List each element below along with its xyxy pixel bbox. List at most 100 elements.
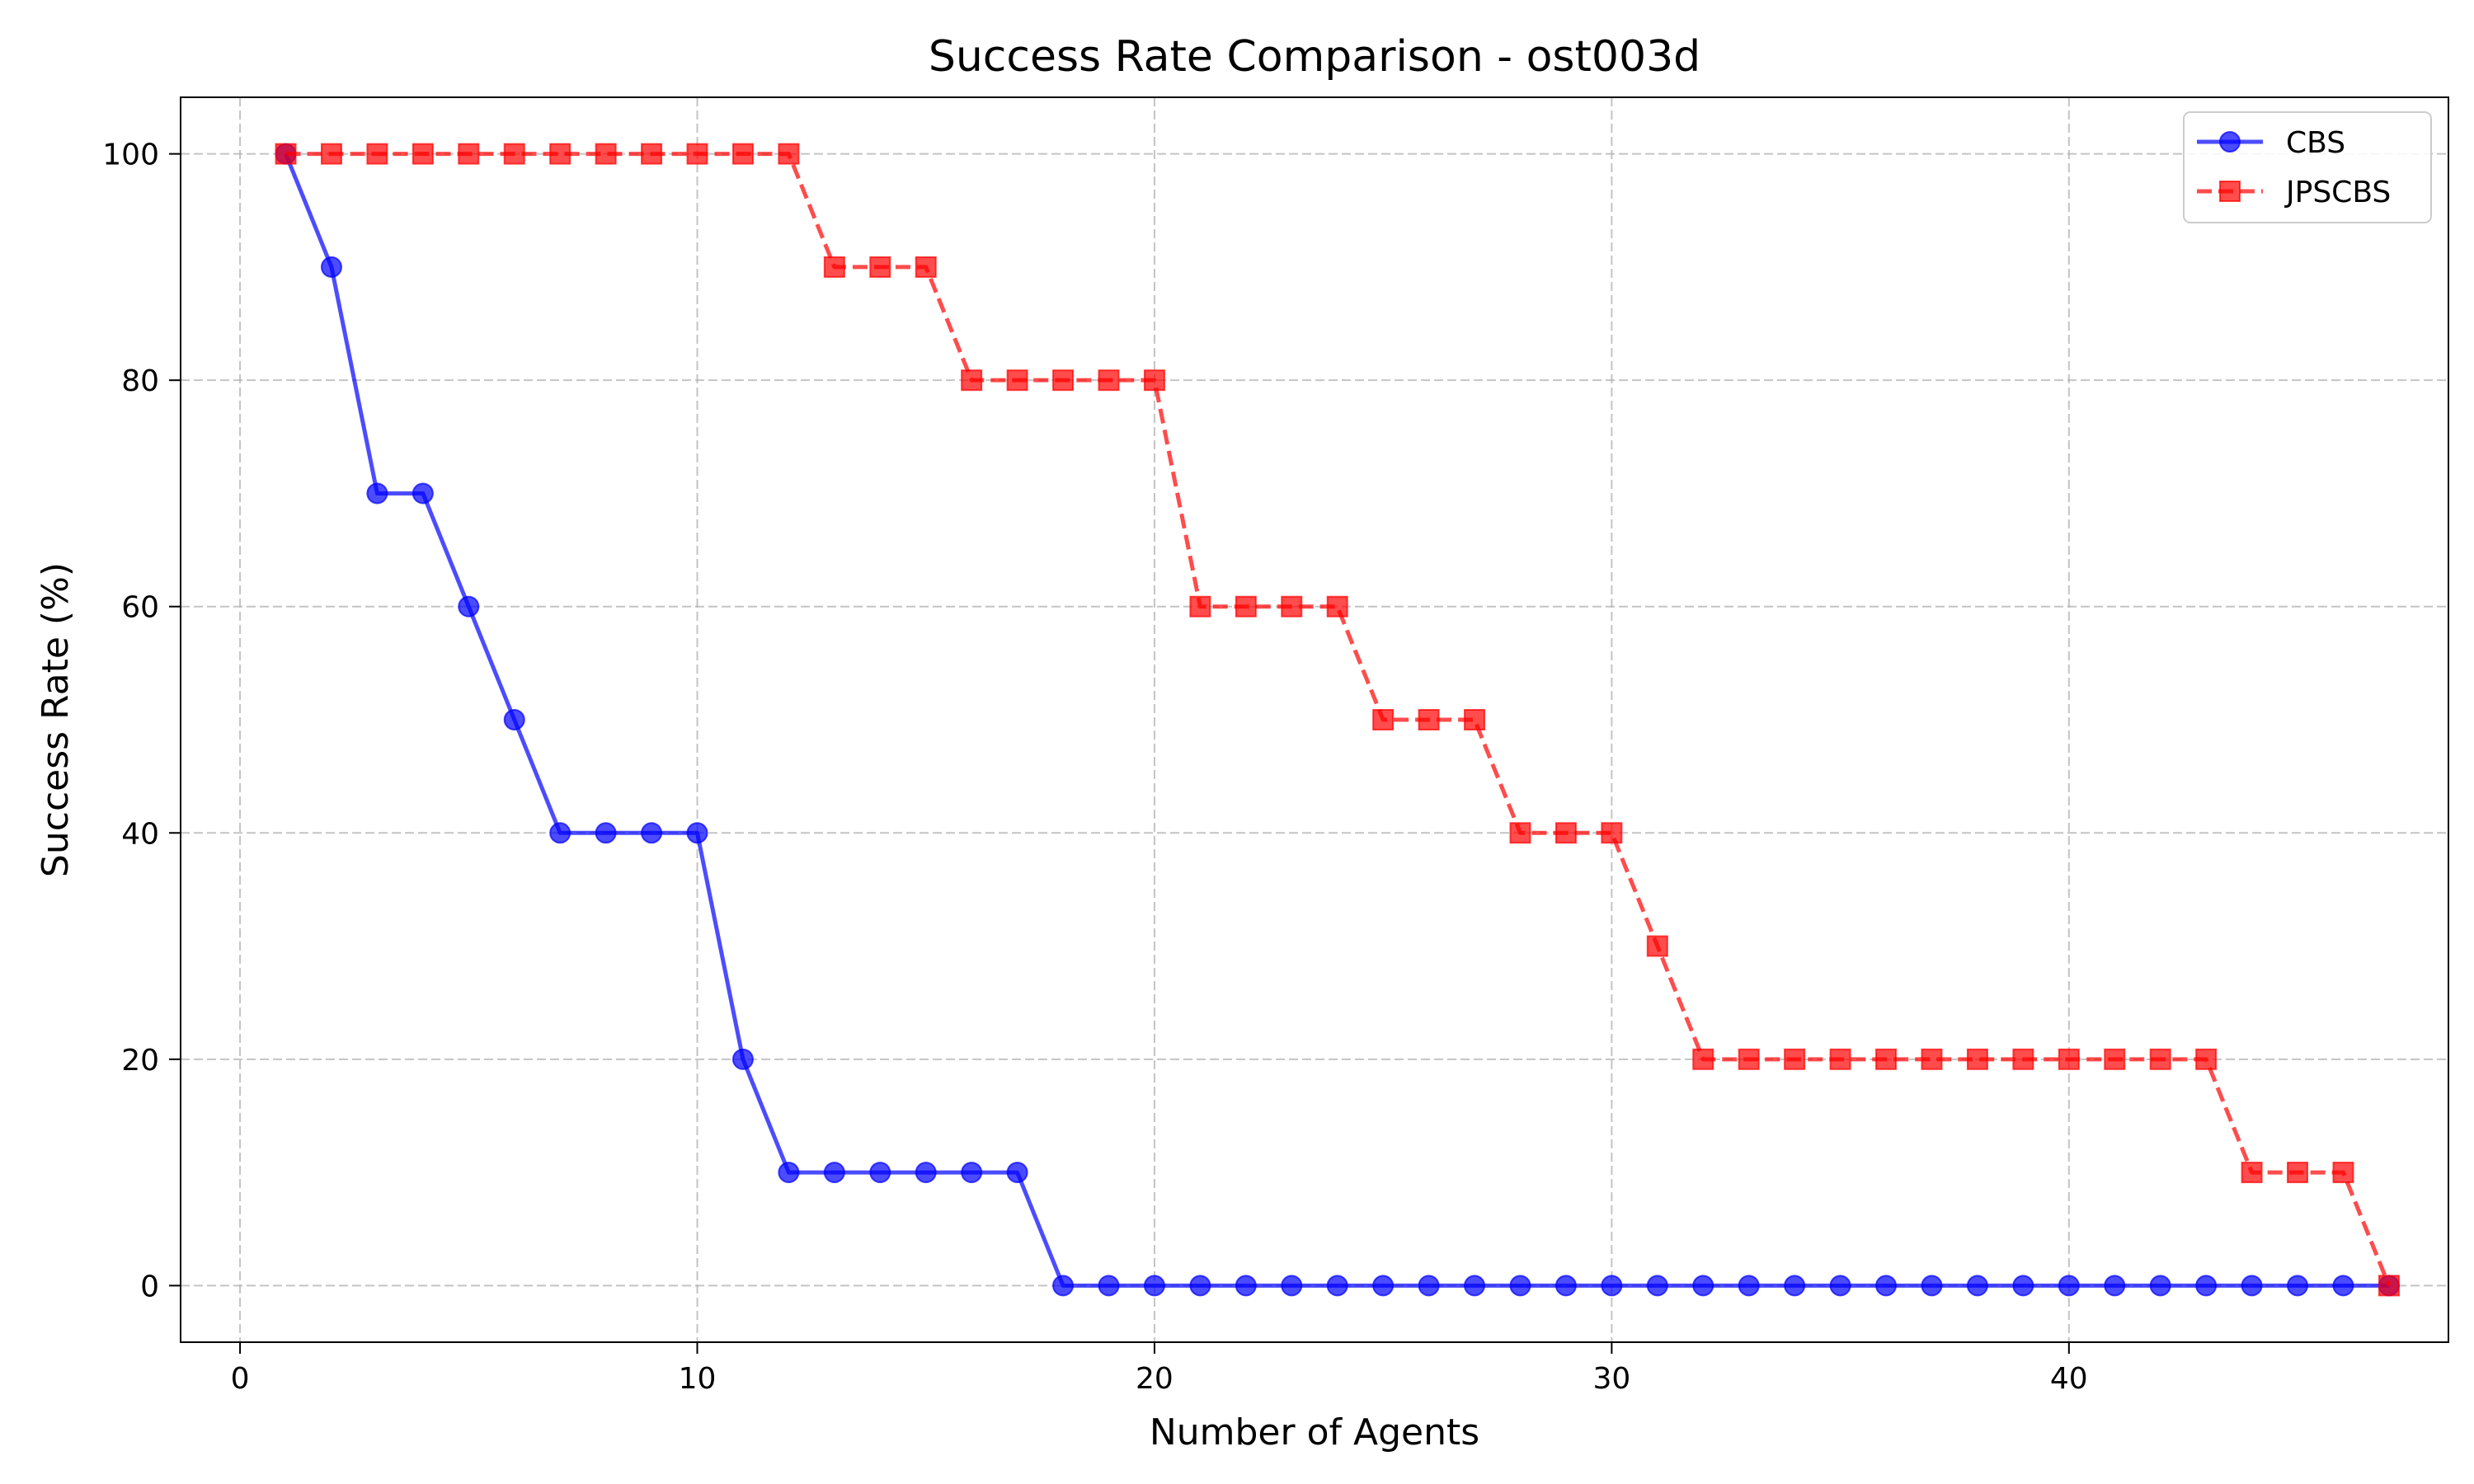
data-point-jpscbs (1418, 709, 1440, 730)
data-point-cbs (1372, 1275, 1395, 1297)
x-tick-label: 0 (231, 1362, 250, 1396)
data-point-jpscbs (2378, 1275, 2400, 1297)
data-point-cbs (2195, 1275, 2218, 1297)
data-point-cbs (2287, 1275, 2309, 1297)
data-point-jpscbs (595, 143, 617, 165)
data-point-cbs (1966, 1275, 1988, 1297)
data-point-jpscbs (1326, 595, 1348, 618)
data-point-cbs (869, 1162, 891, 1184)
y-axis: 0 20 40 60 80 100 (102, 139, 181, 1303)
data-point-cbs (549, 822, 571, 844)
series-jpscbs (275, 143, 2400, 1297)
data-point-jpscbs (1966, 1048, 1988, 1070)
y-tick-label: 60 (121, 591, 159, 625)
x-axis-title: Number of Agents (1150, 1411, 1479, 1453)
data-point-cbs (366, 482, 388, 505)
data-point-jpscbs (823, 256, 845, 278)
x-tick-label: 30 (1592, 1362, 1630, 1396)
data-point-cbs (1646, 1275, 1668, 1297)
y-axis-title: Success Rate (%) (35, 562, 77, 877)
data-point-cbs (2149, 1275, 2171, 1297)
data-point-jpscbs (1143, 369, 1165, 392)
series-layer (275, 143, 2400, 1297)
series-line-jpscbs (285, 152, 2392, 1287)
data-point-jpscbs (2195, 1048, 2218, 1070)
series-cbs (275, 143, 2400, 1297)
data-point-cbs (915, 1162, 937, 1184)
data-point-jpscbs (1509, 822, 1531, 844)
data-point-cbs (1509, 1275, 1531, 1297)
data-point-jpscbs (412, 143, 434, 165)
data-point-jpscbs (320, 143, 342, 165)
data-point-cbs (1326, 1275, 1348, 1297)
legend-marker-cbs (2219, 131, 2241, 153)
data-point-cbs (1601, 1275, 1623, 1297)
data-point-cbs (1281, 1275, 1303, 1297)
legend-label-cbs: CBS (2286, 126, 2345, 160)
data-point-jpscbs (1052, 369, 1075, 392)
data-point-jpscbs (1464, 709, 1486, 730)
data-point-cbs (1418, 1275, 1440, 1297)
legend-item-cbs: CBS (2197, 126, 2345, 160)
data-point-jpscbs (275, 143, 297, 165)
data-point-jpscbs (1738, 1048, 1760, 1070)
y-tick-label: 80 (121, 364, 159, 398)
data-point-cbs (503, 709, 525, 730)
data-point-jpscbs (2149, 1048, 2171, 1070)
x-tick-label: 10 (679, 1362, 717, 1396)
data-point-jpscbs (366, 143, 388, 165)
chart-title: Success Rate Comparison - ost003d (929, 32, 1700, 82)
data-point-jpscbs (549, 143, 571, 165)
data-point-jpscbs (641, 143, 663, 165)
data-point-jpscbs (1692, 1048, 1714, 1070)
legend-label-jpscbs: JPSCBS (2284, 176, 2391, 209)
data-point-jpscbs (778, 143, 800, 165)
data-point-cbs (1464, 1275, 1486, 1297)
data-point-jpscbs (2241, 1162, 2263, 1184)
data-point-cbs (686, 822, 708, 844)
y-tick-label: 40 (121, 817, 159, 851)
data-point-jpscbs (915, 256, 937, 278)
data-point-jpscbs (961, 369, 983, 392)
data-point-jpscbs (1189, 595, 1211, 618)
data-point-jpscbs (1646, 935, 1668, 957)
plot-frame (180, 96, 2449, 1343)
data-point-jpscbs (686, 143, 708, 165)
data-point-cbs (2012, 1275, 2034, 1297)
data-point-jpscbs (503, 143, 525, 165)
data-point-jpscbs (1372, 709, 1395, 730)
data-point-jpscbs (458, 143, 480, 165)
legend-marker-jpscbs (2219, 181, 2241, 202)
data-point-jpscbs (1784, 1048, 1806, 1070)
data-point-cbs (731, 1048, 754, 1070)
data-point-jpscbs (1235, 595, 1257, 618)
data-point-cbs (961, 1162, 983, 1184)
data-point-cbs (1921, 1275, 1943, 1297)
data-point-cbs (2058, 1275, 2080, 1297)
y-tick-label: 100 (102, 139, 159, 172)
data-point-cbs (778, 1162, 800, 1184)
data-point-jpscbs (1875, 1048, 1898, 1070)
legend: CBS JPSCBS (2183, 111, 2432, 223)
data-point-cbs (1875, 1275, 1898, 1297)
data-point-jpscbs (1554, 822, 1577, 844)
x-axis: 0 10 20 30 40 (231, 1342, 2088, 1396)
y-tick-label: 0 (140, 1270, 159, 1303)
data-point-cbs (595, 822, 617, 844)
data-point-jpscbs (1006, 369, 1028, 392)
data-point-jpscbs (1098, 369, 1120, 392)
data-point-cbs (1189, 1275, 1211, 1297)
data-point-cbs (1098, 1275, 1120, 1297)
data-point-cbs (412, 482, 434, 505)
data-point-jpscbs (731, 143, 754, 165)
data-point-cbs (1692, 1275, 1714, 1297)
data-point-cbs (1235, 1275, 1257, 1297)
x-tick-label: 20 (1136, 1362, 1174, 1396)
data-point-cbs (1143, 1275, 1165, 1297)
data-point-cbs (458, 595, 480, 618)
data-point-cbs (641, 822, 663, 844)
data-point-jpscbs (2058, 1048, 2080, 1070)
data-point-cbs (1784, 1275, 1806, 1297)
